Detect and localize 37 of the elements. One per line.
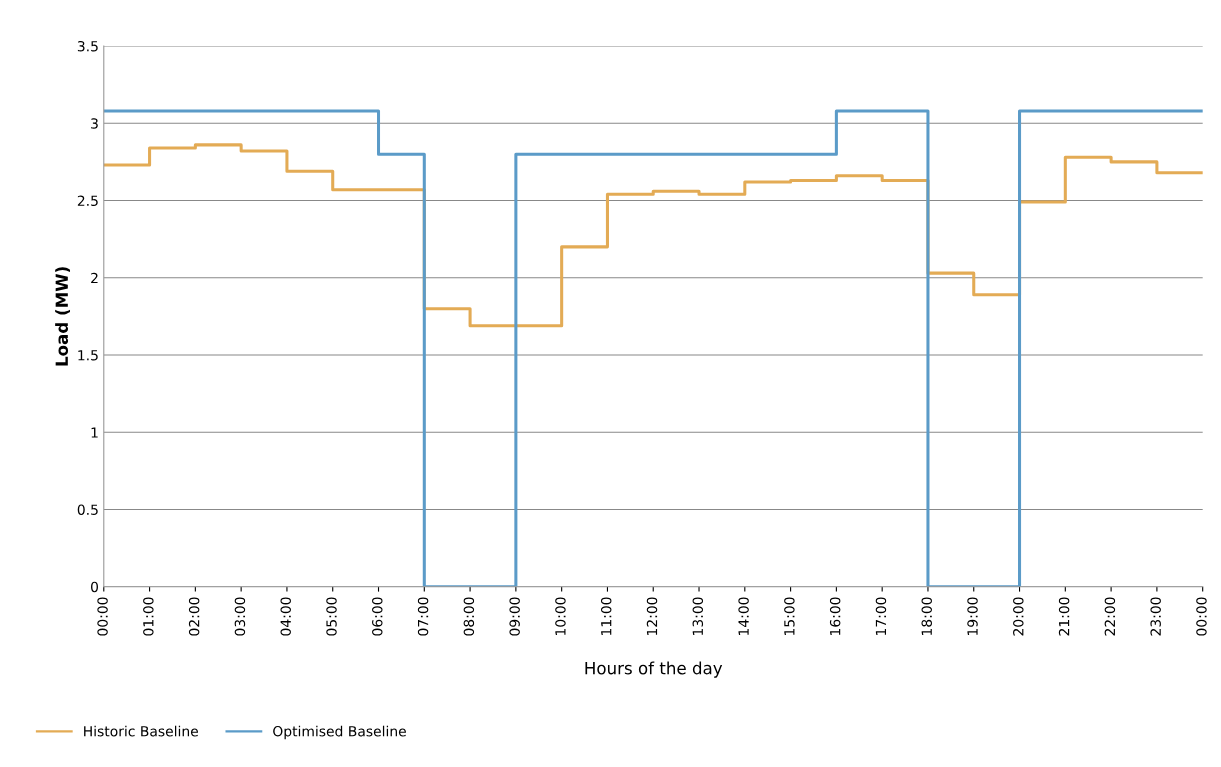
x-tick-label: 05:00 <box>326 597 337 636</box>
x-tick-label: 20:00 <box>1013 597 1024 636</box>
x-axis-title: Hours of the day <box>585 661 723 678</box>
x-tick-label: 11:00 <box>600 597 612 635</box>
x-tick-label: 00:00 <box>1196 597 1207 636</box>
x-tick-label: 14:00 <box>738 597 749 635</box>
x-tick-label: 10:00 <box>555 597 566 635</box>
legend-label: Historic Baseline <box>84 725 198 737</box>
x-tick-label: 04:00 <box>280 597 291 636</box>
x-tick-label: 09:00 <box>509 597 520 636</box>
x-tick-label: 08:00 <box>463 597 475 636</box>
x-tick-label: 15:00 <box>784 597 795 635</box>
x-tick-label: 01:00 <box>143 597 154 636</box>
x-tick-label: 12:00 <box>646 597 658 635</box>
y-tick-label: 2 <box>91 272 98 284</box>
x-tick-label: 07:00 <box>417 597 429 636</box>
y-tick-label: 3.5 <box>77 40 98 52</box>
y-tick-label: 0.5 <box>77 504 98 515</box>
x-tick-label: 06:00 <box>372 597 383 636</box>
x-tick-label: 21:00 <box>1058 597 1070 636</box>
x-tick-label: 23:00 <box>1150 597 1161 636</box>
y-axis-title: Load (MW) <box>55 267 71 366</box>
y-tick-label: 1 <box>91 427 98 438</box>
x-tick-label: 18:00 <box>921 597 932 635</box>
x-tick-label: 19:00 <box>967 597 978 635</box>
y-tick-label: 1.5 <box>78 350 98 361</box>
x-tick-label: 22:00 <box>1104 597 1116 636</box>
x-tick-label: 00:00 <box>97 597 108 636</box>
x-tick-label: 16:00 <box>829 597 841 635</box>
y-tick-label: 0 <box>91 581 98 593</box>
y-tick-label: 2.5 <box>77 195 98 206</box>
legend-label: Optimised Baseline <box>273 725 406 740</box>
x-tick-label: 13:00 <box>692 597 704 635</box>
y-tick-label: 3 <box>91 118 98 129</box>
x-tick-label: 03:00 <box>234 597 246 636</box>
x-tick-label: 17:00 <box>875 597 887 635</box>
x-tick-label: 02:00 <box>188 597 200 636</box>
